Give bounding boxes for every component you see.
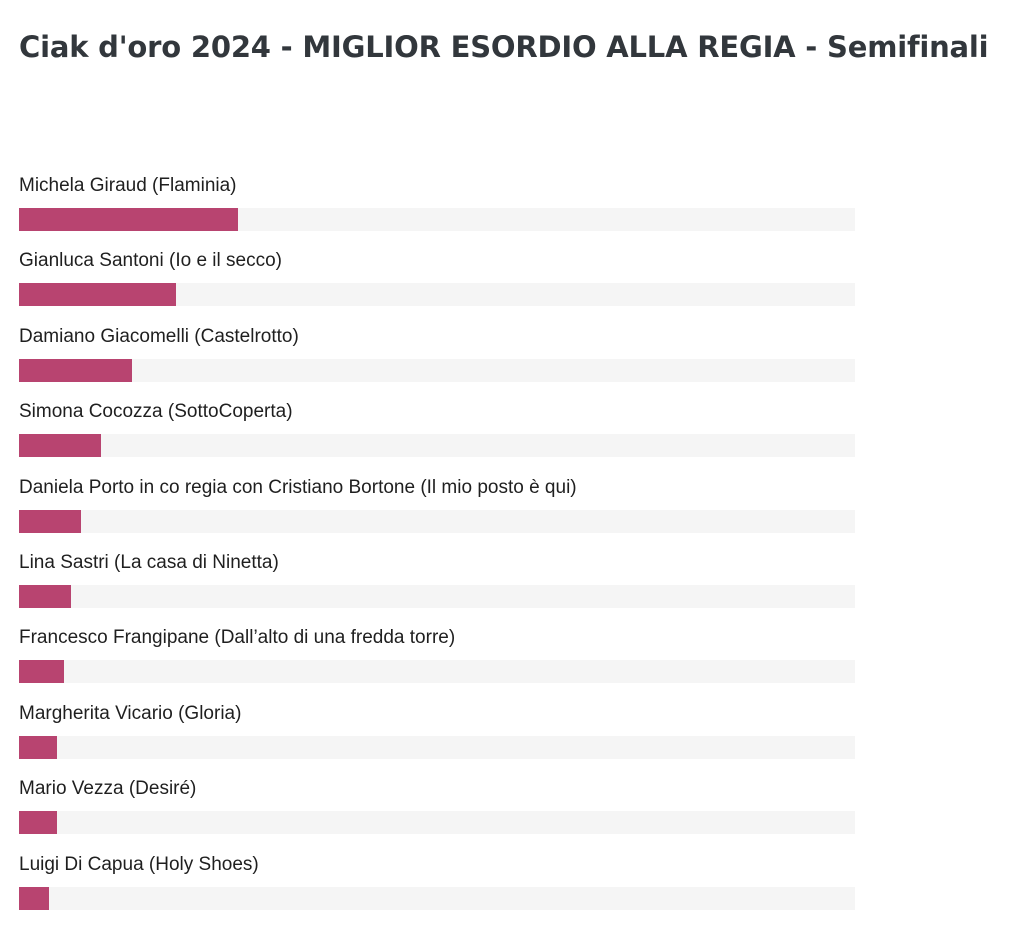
poll-option-label[interactable]: Simona Cocozza (SottoCoperta) — [19, 401, 293, 423]
poll-bar-track[interactable] — [19, 584, 855, 608]
poll-option-label[interactable]: Gianluca Santoni (Io e il secco) — [19, 250, 282, 272]
poll-bar-fill — [19, 208, 239, 231]
poll-option-label[interactable]: Mario Vezza (Desiré) — [19, 778, 197, 800]
poll-option[interactable]: Margherita Vicario (Gloria) — [19, 698, 855, 773]
poll-bar-track[interactable] — [19, 509, 855, 533]
poll-option[interactable]: Mario Vezza (Desiré) — [19, 773, 855, 848]
poll-bar-track[interactable] — [19, 811, 855, 835]
poll-bar-fill — [19, 886, 50, 910]
poll-bar-fill — [19, 735, 58, 759]
poll-option[interactable]: Simona Cocozza (SottoCoperta) — [19, 396, 855, 471]
poll-option[interactable]: Daniela Porto in co regia con Cristiano … — [19, 472, 855, 547]
poll-bar-track[interactable] — [19, 358, 855, 382]
poll-option[interactable]: Francesco Frangipane (Dall’alto di una f… — [19, 622, 855, 697]
page-title: Ciak d'oro 2024 - MIGLIOR ESORDIO ALLA R… — [19, 30, 989, 64]
poll-option-label[interactable]: Michela Giraud (Flaminia) — [19, 175, 237, 196]
poll-option[interactable]: Luigi Di Capua (Holy Shoes) — [19, 849, 855, 924]
poll-bar-fill — [19, 434, 101, 458]
poll-bar-fill — [19, 584, 71, 608]
poll-bar-fill — [19, 660, 65, 684]
poll-bar-track[interactable] — [19, 283, 855, 307]
poll-bar-fill — [19, 358, 132, 382]
poll-option[interactable]: Michela Giraud (Flaminia) — [19, 170, 855, 245]
poll-option-label[interactable]: Daniela Porto in co regia con Cristiano … — [19, 476, 577, 498]
poll-bar-track[interactable] — [19, 660, 855, 684]
poll-option[interactable]: Gianluca Santoni (Io e il secco) — [19, 245, 855, 320]
poll-bar-track[interactable] — [19, 434, 855, 458]
poll-option-label[interactable]: Francesco Frangipane (Dall’alto di una f… — [19, 627, 456, 649]
poll-bar-fill — [19, 811, 58, 835]
poll-option[interactable]: Damiano Giacomelli (Castelrotto) — [19, 321, 855, 396]
poll-bar-track[interactable] — [19, 886, 855, 910]
poll-results-list: Michela Giraud (Flaminia) Gianluca Santon… — [19, 170, 855, 924]
poll-bar-fill — [19, 283, 177, 307]
poll-option[interactable]: Lina Sastri (La casa di Ninetta) — [19, 547, 855, 622]
poll-bar-track[interactable] — [19, 735, 855, 759]
poll-bar-track[interactable] — [19, 208, 855, 231]
poll-option-label[interactable]: Luigi Di Capua (Holy Shoes) — [19, 853, 259, 875]
poll-option-label[interactable]: Lina Sastri (La casa di Ninetta) — [19, 551, 279, 573]
poll-option-label[interactable]: Margherita Vicario (Gloria) — [19, 702, 242, 724]
poll-bar-fill — [19, 509, 81, 533]
poll-option-label[interactable]: Damiano Giacomelli (Castelrotto) — [19, 325, 299, 347]
